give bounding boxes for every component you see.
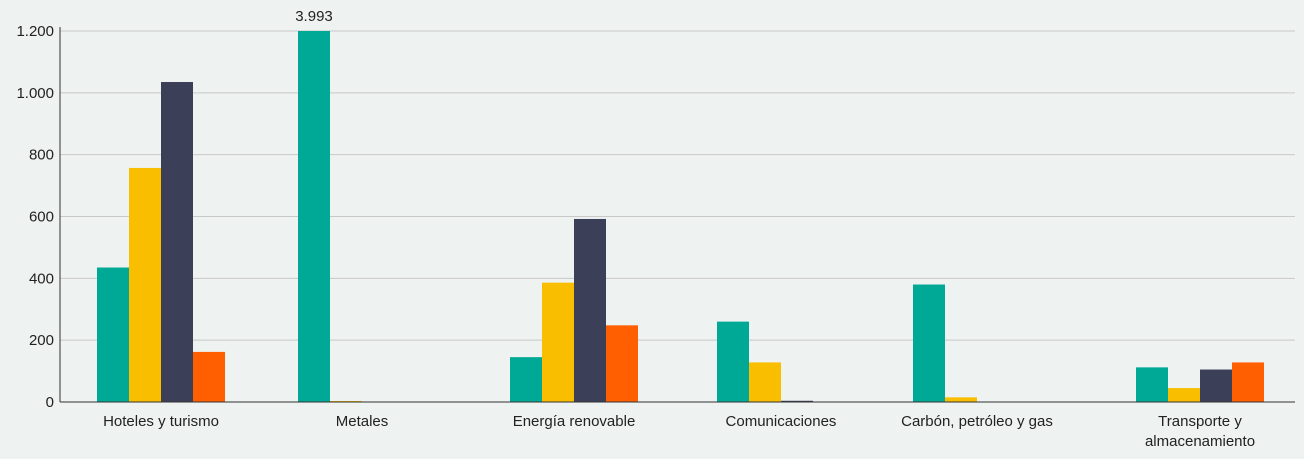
bar <box>542 282 574 402</box>
bar <box>781 400 813 402</box>
data-label: 3.993 <box>295 8 333 25</box>
y-tick-label: 200 <box>29 332 54 349</box>
bar <box>1232 362 1264 402</box>
bar <box>606 325 638 402</box>
x-category-label: Metales <box>336 413 389 430</box>
bar <box>161 82 193 402</box>
x-category-label: Carbón, petróleo y gas <box>901 413 1053 430</box>
y-tick-label: 0 <box>46 394 54 411</box>
bar <box>510 357 542 402</box>
x-category-label: Comunicaciones <box>726 413 837 430</box>
bar <box>97 267 129 402</box>
x-category-label: Hoteles y turismo <box>103 413 219 430</box>
bar <box>945 397 977 402</box>
bar <box>749 362 781 402</box>
bar <box>193 351 225 402</box>
y-tick-label: 400 <box>29 270 54 287</box>
y-tick-label: 1.200 <box>16 23 54 40</box>
bar <box>129 167 161 402</box>
bar <box>1136 367 1168 402</box>
x-category-label: Transporte y <box>1158 413 1242 430</box>
y-tick-label: 600 <box>29 209 54 226</box>
y-tick-label: 800 <box>29 147 54 164</box>
bar <box>298 31 330 402</box>
bar <box>574 218 606 402</box>
bar <box>1200 369 1232 402</box>
x-category-label: Energía renovable <box>513 413 636 430</box>
y-tick-label: 1.000 <box>16 85 54 102</box>
bar <box>913 284 945 402</box>
bar <box>717 321 749 402</box>
x-category-label: almacenamiento <box>1145 433 1255 450</box>
bar <box>1168 388 1200 402</box>
